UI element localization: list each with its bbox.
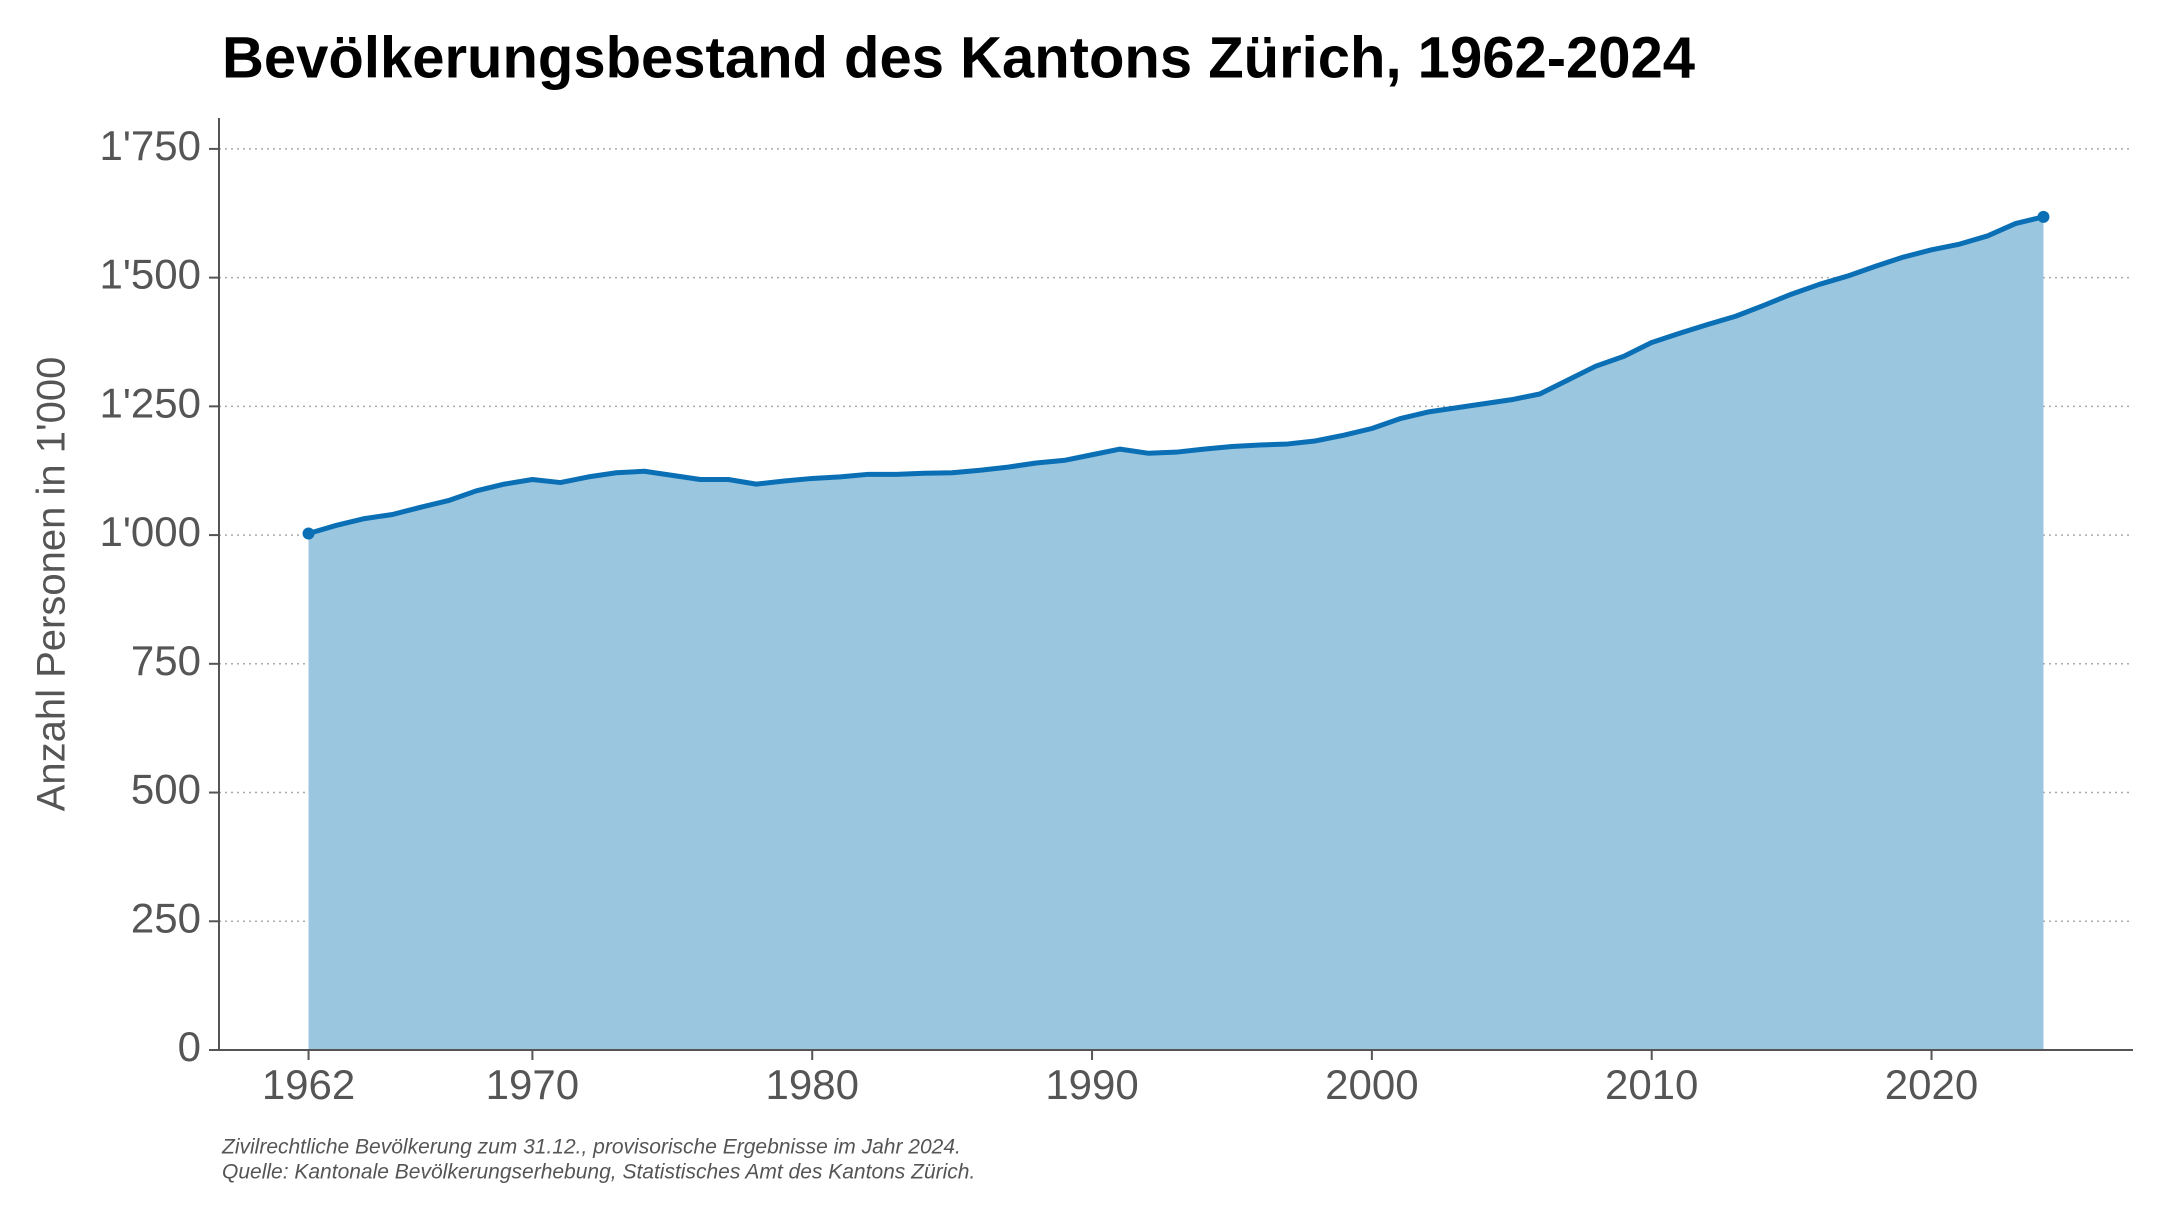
x-tick-label: 1970 (486, 1061, 579, 1108)
y-tick-label: 1'250 (100, 379, 201, 426)
x-tick-label: 2000 (1325, 1061, 1418, 1108)
footnote: Quelle: Kantonale Bevölkerungserhebung, … (222, 1161, 975, 1184)
y-tick-label: 1'750 (100, 122, 201, 169)
y-tick-label: 1'000 (100, 508, 201, 555)
area (308, 216, 2044, 1051)
y-tick-label: 0 (178, 1023, 201, 1070)
end-point (302, 527, 315, 540)
end-point (2037, 210, 2050, 223)
x-tick-label: 1990 (1045, 1061, 1138, 1108)
x-tick-label: 1980 (766, 1061, 859, 1108)
x-tick-label: 1962 (262, 1061, 355, 1108)
y-tick-label: 750 (131, 637, 201, 684)
footnote: Zivilrechtliche Bevölkerung zum 31.12., … (221, 1136, 961, 1159)
line (307, 214, 2045, 536)
y-tick-label: 500 (131, 766, 201, 813)
x-tick-label: 2010 (1605, 1061, 1698, 1108)
chart-title: Bevölkerungsbestand des Kantons Zürich, … (222, 25, 1695, 90)
y-tick-label: 1'500 (100, 251, 201, 298)
x-tick-label: 2020 (1885, 1061, 1978, 1108)
y-tick-label: 250 (131, 894, 201, 941)
y-axis-label: Anzahl Personen in 1'000 (30, 357, 74, 812)
